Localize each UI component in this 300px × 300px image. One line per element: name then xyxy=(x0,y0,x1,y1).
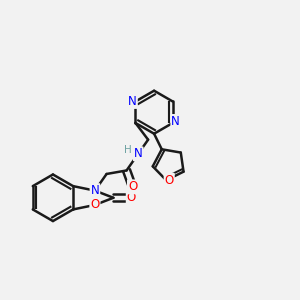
Text: O: O xyxy=(127,191,136,204)
Text: H: H xyxy=(124,145,132,155)
Text: N: N xyxy=(91,184,99,197)
Text: O: O xyxy=(90,198,100,212)
Text: N: N xyxy=(134,147,142,160)
Text: O: O xyxy=(165,174,174,187)
Text: O: O xyxy=(128,180,137,194)
Text: N: N xyxy=(171,115,180,128)
Text: N: N xyxy=(128,95,137,108)
